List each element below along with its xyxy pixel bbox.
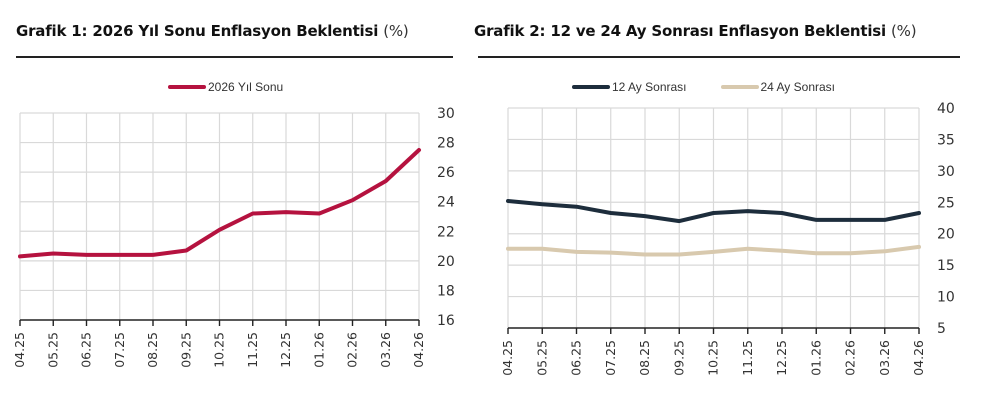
y-axis: 5 10 15 20 25 30 35 40 bbox=[937, 101, 955, 337]
series-line-0 bbox=[506, 199, 921, 224]
x-tick-label: 04.25 bbox=[500, 340, 515, 376]
chart-2-unit: (%) bbox=[891, 22, 917, 40]
chart-1-divider bbox=[16, 56, 453, 58]
x-tick-label: 01.26 bbox=[311, 332, 326, 368]
legend-swatch-icon bbox=[168, 85, 206, 89]
chart-1-plot: 04.25 05.25 06.25 07.25 08.25 09.25 10.25 11.25… bbox=[12, 106, 455, 368]
x-tick-label: 10.25 bbox=[212, 332, 227, 368]
x-tick-label: 09.25 bbox=[671, 340, 686, 376]
legend-label: 24 Ay Sonrası bbox=[760, 80, 836, 94]
x-tick-label: 09.25 bbox=[178, 332, 193, 368]
x-tick-label: 11.25 bbox=[740, 340, 755, 376]
y-tick-label: 10 bbox=[937, 290, 955, 306]
legend-item-2026: 2026 Yıl Sonu bbox=[168, 80, 283, 94]
y-tick-label: 20 bbox=[937, 227, 955, 243]
chart-1-legend: 2026 Yıl Sonu bbox=[168, 80, 317, 94]
x-axis: 04.25 05.25 06.25 07.25 08.25 09.25 10.25 11.25… bbox=[500, 327, 926, 376]
legend-label: 2026 Yıl Sonu bbox=[208, 80, 284, 94]
x-tick-label: 05.25 bbox=[534, 340, 549, 376]
x-tick-label: 08.25 bbox=[637, 340, 652, 376]
y-tick-label: 24 bbox=[437, 195, 455, 211]
series-line-1 bbox=[506, 244, 921, 257]
y-tick-label: 18 bbox=[437, 283, 455, 299]
y-tick-label: 15 bbox=[937, 258, 955, 274]
x-tick-label: 10.25 bbox=[706, 340, 721, 376]
y-tick-label: 35 bbox=[937, 132, 955, 148]
x-tick-label: 06.25 bbox=[79, 332, 94, 368]
gridlines bbox=[19, 112, 420, 320]
chart-2-legend: 12 Ay Sonrası 24 Ay Sonrası bbox=[572, 80, 869, 94]
chart-2-divider bbox=[478, 56, 960, 58]
y-tick-label: 30 bbox=[437, 106, 455, 122]
y-tick-label: 16 bbox=[437, 313, 455, 329]
x-tick-label: 02.26 bbox=[345, 332, 360, 368]
x-tick-label: 07.25 bbox=[112, 332, 127, 368]
y-tick-label: 40 bbox=[937, 101, 955, 117]
x-tick-label: 05.25 bbox=[45, 332, 60, 368]
chart-2-plot: 04.25 05.25 06.25 07.25 08.25 09.25 10.25 11.25… bbox=[500, 101, 955, 376]
chart-panel-1: Grafik 1: 2026 Yıl Sonu Enflasyon Beklen… bbox=[0, 0, 470, 410]
x-tick-label: 01.26 bbox=[808, 340, 823, 376]
y-axis: 16 18 20 22 24 26 28 30 bbox=[437, 106, 455, 329]
x-tick-label: 02.26 bbox=[843, 340, 858, 376]
legend-swatch-icon bbox=[572, 85, 610, 89]
legend-label: 12 Ay Sonrası bbox=[612, 80, 687, 94]
y-tick-label: 28 bbox=[437, 136, 455, 152]
chart-2-title-text: Grafik 2: 12 ve 24 Ay Sonrası Enflasyon … bbox=[474, 22, 886, 40]
chart-1-unit: (%) bbox=[383, 22, 409, 40]
x-tick-label: 07.25 bbox=[603, 340, 618, 376]
x-tick-label: 04.26 bbox=[411, 332, 426, 368]
chart-panel-2: Grafik 2: 12 ve 24 Ay Sonrası Enflasyon … bbox=[470, 0, 993, 410]
x-tick-label: 06.25 bbox=[569, 340, 584, 376]
x-tick-label: 03.26 bbox=[877, 340, 892, 376]
chart-2-title: Grafik 2: 12 ve 24 Ay Sonrası Enflasyon … bbox=[474, 22, 917, 40]
legend-item-12-ay: 12 Ay Sonrası bbox=[572, 80, 687, 94]
legend-swatch-icon bbox=[720, 85, 759, 89]
y-tick-label: 25 bbox=[937, 195, 955, 211]
x-tick-label: 12.25 bbox=[278, 332, 293, 368]
series-line-0 bbox=[18, 148, 421, 259]
x-tick-label: 08.25 bbox=[145, 332, 160, 368]
y-tick-label: 22 bbox=[437, 224, 455, 240]
y-tick-label: 26 bbox=[437, 165, 455, 181]
y-tick-label: 30 bbox=[937, 164, 955, 180]
x-axis: 04.25 05.25 06.25 07.25 08.25 09.25 10.25 11.25… bbox=[12, 319, 426, 368]
x-tick-label: 04.25 bbox=[12, 332, 27, 368]
y-tick-label: 20 bbox=[437, 254, 455, 270]
x-tick-label: 11.25 bbox=[245, 332, 260, 368]
x-tick-label: 12.25 bbox=[774, 340, 789, 376]
chart-1-title: Grafik 1: 2026 Yıl Sonu Enflasyon Beklen… bbox=[16, 22, 409, 40]
legend-item-24-ay: 24 Ay Sonrası bbox=[720, 80, 836, 94]
y-tick-label: 5 bbox=[937, 321, 946, 337]
x-tick-label: 04.26 bbox=[911, 340, 926, 376]
x-tick-label: 03.26 bbox=[378, 332, 393, 368]
chart-1-title-text: Grafik 1: 2026 Yıl Sonu Enflasyon Beklen… bbox=[16, 22, 379, 40]
